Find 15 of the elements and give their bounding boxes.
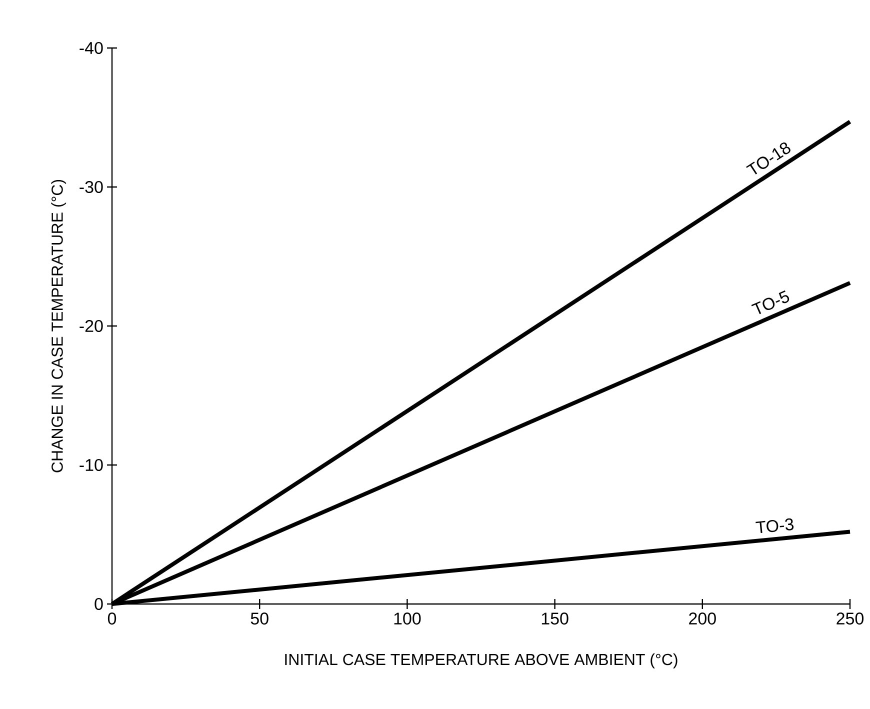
y-axis-title: CHANGE IN CASE TEMPERATURE (°C) xyxy=(51,180,66,472)
x-tick-label: 200 xyxy=(689,612,716,625)
x-tick-label: 0 xyxy=(108,612,116,625)
y-tick-label: -20 xyxy=(80,320,103,332)
x-tick-label: 50 xyxy=(250,612,268,625)
y-tick-label: -40 xyxy=(80,42,103,54)
text: TO-5 xyxy=(751,290,790,314)
text: TO-3 xyxy=(756,518,794,534)
y-tick-label: 0 xyxy=(94,598,103,610)
y-tick-label: -10 xyxy=(80,458,103,472)
x-axis-title: INITIAL CASE TEMPERATURE ABOVE AMBIENT (°C) xyxy=(285,653,678,668)
x-tick-label: 150 xyxy=(542,612,568,625)
x-tick-label: 250 xyxy=(836,612,864,625)
x-tick-label: 100 xyxy=(394,612,421,625)
y-tick-label: -30 xyxy=(80,180,103,194)
